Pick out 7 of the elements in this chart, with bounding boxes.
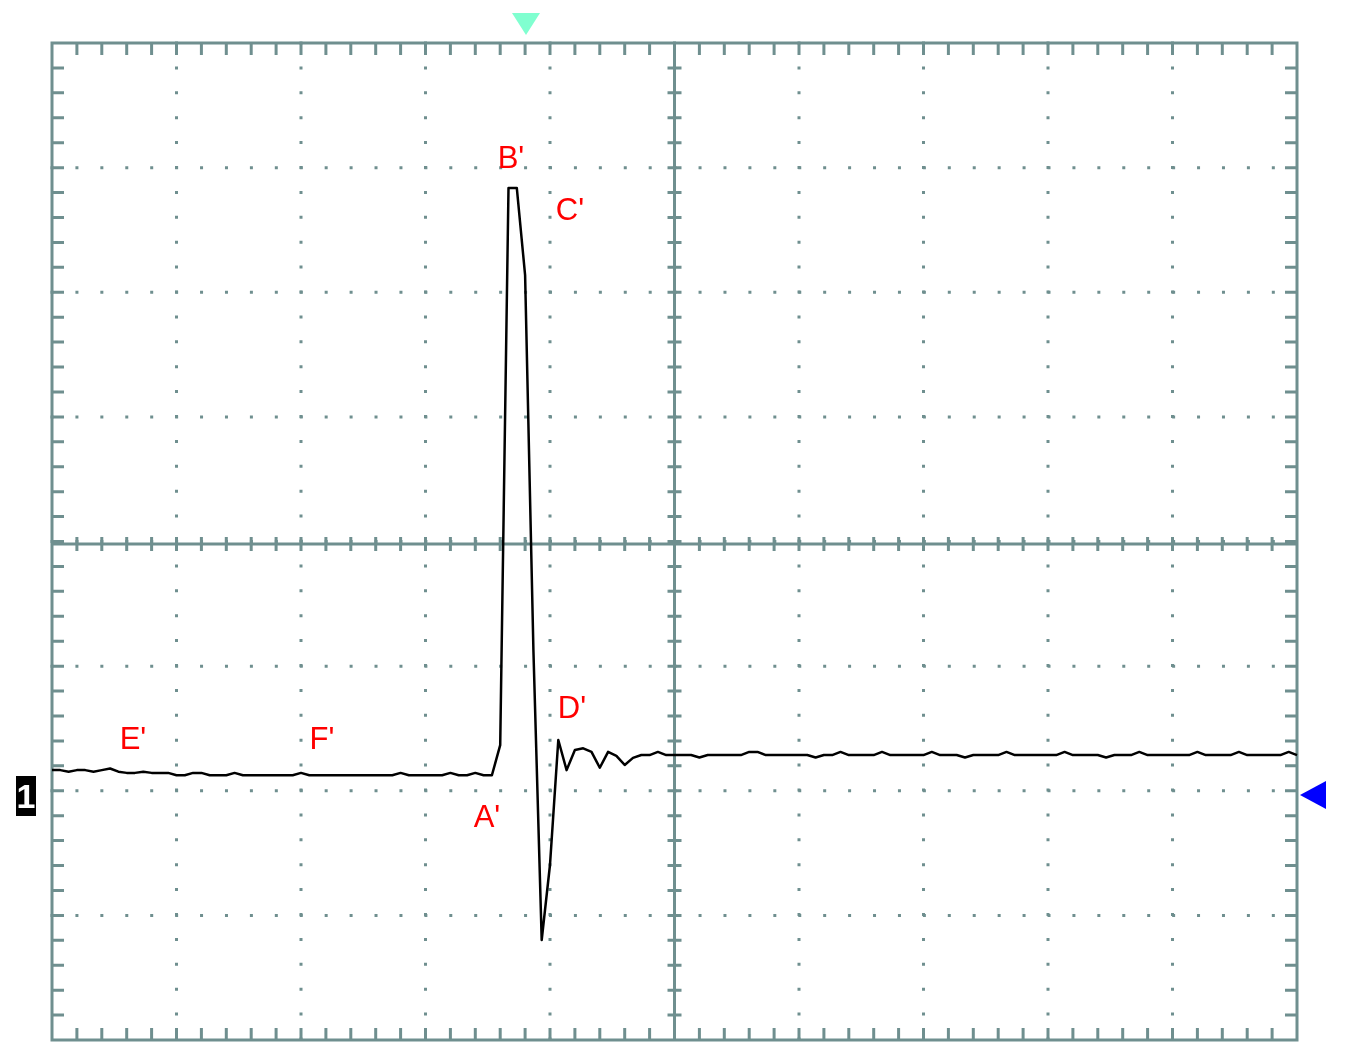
text: 1: [16, 776, 36, 816]
text: B': [497, 139, 525, 175]
annotation: F': [309, 720, 335, 756]
annotation: A': [473, 798, 501, 834]
annotation: C': [555, 191, 585, 227]
annotation: E': [119, 720, 147, 756]
annotation: D': [557, 689, 587, 725]
